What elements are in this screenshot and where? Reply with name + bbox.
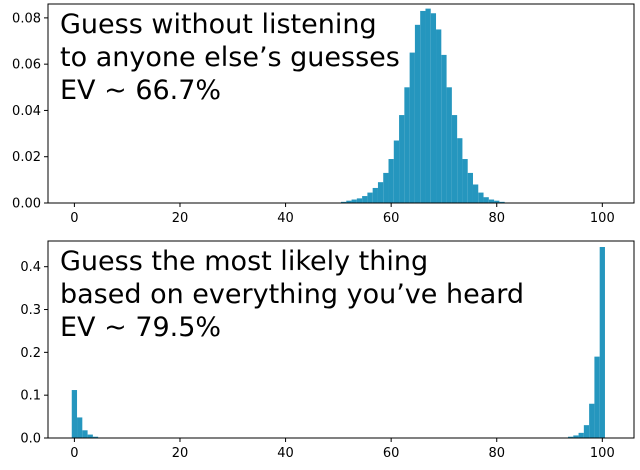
top-x-tick-label: 80 bbox=[488, 211, 505, 226]
bottom-histogram-panel: 0 20 40 60 80 100 0.0 0.1 0.2 0.3 0.4 Guess the mos… bbox=[20, 240, 635, 461]
top-histogram-bar bbox=[414, 24, 421, 204]
top-histogram-bar bbox=[420, 10, 426, 203]
top-histogram-bar bbox=[409, 52, 415, 204]
bottom-histogram-bar bbox=[578, 432, 584, 438]
top-x-tick-label: 20 bbox=[172, 211, 189, 226]
bottom-x-tick-label: 80 bbox=[488, 446, 505, 461]
top-annotation-line: to anyone else’s guesses bbox=[60, 42, 400, 73]
top-histogram-bar bbox=[446, 87, 452, 203]
top-histogram-bar bbox=[457, 138, 463, 203]
bottom-axes-frame bbox=[47, 240, 635, 439]
bottom-histogram-bar bbox=[594, 356, 600, 438]
top-histogram-bar bbox=[467, 172, 473, 203]
bottom-histogram-bar bbox=[77, 417, 83, 438]
top-histogram-bar bbox=[362, 196, 368, 203]
top-histogram-bar bbox=[356, 198, 363, 203]
bottom-y-tick-label: 0.3 bbox=[20, 303, 41, 318]
top-x-tick-label: 40 bbox=[277, 211, 294, 226]
bottom-histogram-bar bbox=[568, 436, 574, 438]
top-histogram-bar bbox=[367, 192, 373, 203]
bottom-x-tick-label: 40 bbox=[277, 446, 294, 461]
bottom-annotation-line: EV ~ 79.5% bbox=[60, 312, 221, 343]
bottom-y-tick-label: 0.2 bbox=[20, 346, 41, 361]
top-annotation-line: EV ~ 66.7% bbox=[60, 75, 221, 106]
bottom-annotation-text: Guess the most likely thing based on ever… bbox=[60, 246, 524, 343]
bottom-y-tick-label: 0.1 bbox=[20, 389, 41, 404]
top-y-tick-label: 0.00 bbox=[12, 197, 41, 212]
top-histogram-bar bbox=[383, 172, 389, 203]
top-histogram-bar bbox=[425, 8, 431, 204]
bottom-x-tick-label: 0 bbox=[70, 446, 78, 461]
top-histogram-bar bbox=[436, 29, 442, 203]
bottom-x-tick-label: 20 bbox=[172, 446, 189, 461]
top-histogram-bar bbox=[451, 115, 458, 203]
top-histogram-bar bbox=[341, 201, 347, 203]
bottom-histogram-bar bbox=[599, 246, 605, 438]
bottom-annotation-line: based on everything you’ve heard bbox=[60, 279, 524, 310]
bottom-x-tick-label: 60 bbox=[383, 446, 400, 461]
top-histogram-bar bbox=[488, 199, 495, 203]
top-histogram-bar bbox=[499, 201, 505, 203]
bottom-histogram-bar bbox=[589, 403, 595, 438]
top-histogram-bar bbox=[494, 200, 500, 203]
top-axes-frame bbox=[47, 3, 635, 204]
top-annotation-line: Guess without listening bbox=[60, 9, 377, 40]
top-histogram-bar bbox=[351, 199, 357, 203]
bottom-histogram-bar bbox=[583, 425, 590, 438]
bottom-y-tick-label: 0.0 bbox=[20, 432, 41, 447]
top-histogram-panel: 0 20 40 60 80 100 0.00 0.02 0.04 0.06 0.08 Guess wi… bbox=[12, 3, 635, 226]
bottom-histogram-bar bbox=[82, 430, 88, 438]
top-histogram-bar bbox=[441, 54, 447, 203]
top-histogram-bar bbox=[472, 184, 479, 203]
bottom-annotation-line: Guess the most likely thing bbox=[60, 246, 428, 277]
bottom-histogram-bar bbox=[71, 390, 78, 438]
bottom-y-tick-label: 0.4 bbox=[20, 260, 41, 275]
top-histogram-bar bbox=[462, 159, 468, 203]
top-x-tick-label: 0 bbox=[70, 211, 78, 226]
top-y-tick-label: 0.02 bbox=[12, 150, 41, 165]
bottom-x-tick-label: 100 bbox=[590, 446, 615, 461]
top-histogram-bar bbox=[388, 159, 394, 203]
bottom-histogram-bar bbox=[573, 435, 579, 438]
top-histogram-bar bbox=[404, 87, 410, 203]
top-histogram-bar bbox=[399, 115, 405, 203]
top-histogram-bar bbox=[372, 187, 378, 203]
top-x-tick-label: 100 bbox=[590, 211, 615, 226]
bottom-histogram-bar bbox=[92, 436, 99, 438]
top-histogram-bar bbox=[478, 192, 484, 203]
top-y-tick-label: 0.04 bbox=[12, 104, 41, 119]
top-histogram-bar bbox=[346, 200, 352, 203]
bottom-histogram-bar bbox=[87, 434, 93, 438]
top-y-tick-label: 0.06 bbox=[12, 58, 41, 73]
top-annotation-text: Guess without listening to anyone else’s … bbox=[60, 9, 400, 106]
top-histogram-bar bbox=[483, 197, 489, 203]
top-histogram-bar bbox=[393, 140, 400, 203]
top-histogram-bar bbox=[377, 182, 384, 203]
top-y-tick-label: 0.08 bbox=[12, 11, 41, 26]
top-x-tick-label: 60 bbox=[383, 211, 400, 226]
top-histogram-bar bbox=[430, 13, 437, 203]
